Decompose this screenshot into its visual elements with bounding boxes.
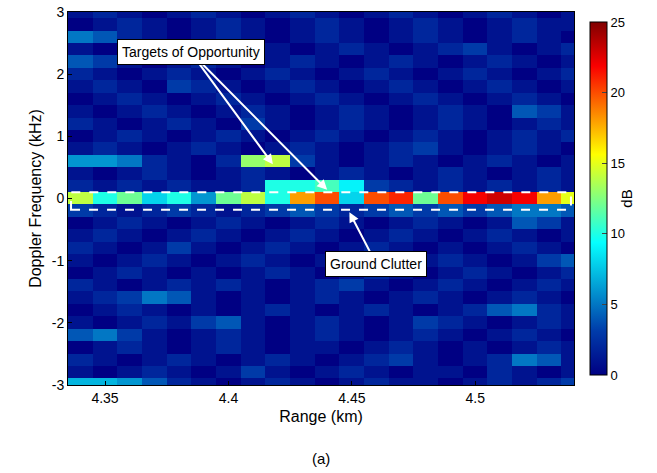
svg-text:Doppler Frequency (kHz): Doppler Frequency (kHz)	[27, 109, 44, 288]
svg-text:25: 25	[611, 15, 625, 30]
svg-text:4.4: 4.4	[219, 390, 239, 406]
svg-text:(a): (a)	[312, 450, 330, 467]
svg-text:3: 3	[56, 4, 64, 20]
svg-text:5: 5	[611, 297, 618, 312]
svg-text:10: 10	[611, 226, 625, 241]
svg-text:15: 15	[611, 156, 625, 171]
svg-text:Targets of Opportunity: Targets of Opportunity	[122, 44, 260, 60]
svg-text:Range (km): Range (km)	[279, 408, 363, 425]
svg-text:1: 1	[56, 128, 64, 144]
svg-text:20: 20	[611, 85, 625, 100]
svg-text:4.5: 4.5	[466, 390, 486, 406]
svg-text:0: 0	[611, 368, 618, 383]
svg-text:-3: -3	[52, 377, 65, 393]
svg-text:dB: dB	[618, 189, 635, 207]
svg-text:0: 0	[56, 190, 64, 206]
svg-text:-2: -2	[52, 315, 65, 331]
svg-text:Ground Clutter: Ground Clutter	[330, 256, 422, 272]
svg-text:-1: -1	[52, 253, 65, 269]
svg-text:4.35: 4.35	[91, 390, 118, 406]
svg-text:2: 2	[56, 66, 64, 82]
svg-text:4.45: 4.45	[338, 390, 365, 406]
